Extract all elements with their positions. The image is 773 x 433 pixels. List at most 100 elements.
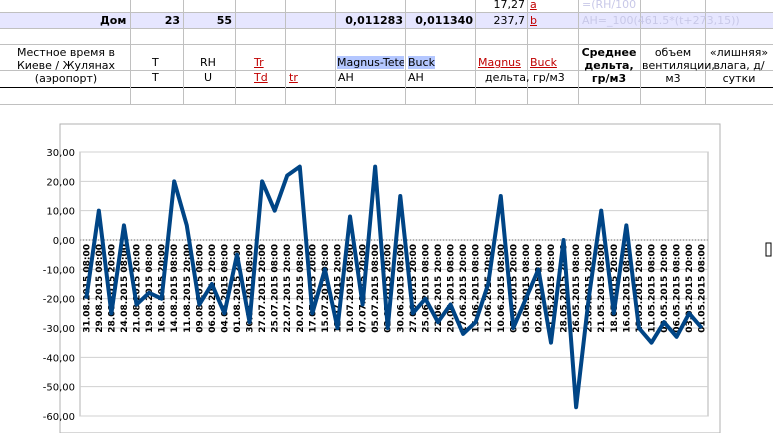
x-tick-label: 22.07.2015 20:00 <box>283 244 293 333</box>
header-cell: Magnus <box>478 56 521 69</box>
x-tick-label: 05.07.2015 08:00 <box>371 244 381 333</box>
x-tick-label: 03.05.2015 20:00 <box>685 244 695 333</box>
x-tick-label: 30.07.2015 08:00 <box>246 244 256 333</box>
x-tick-label: 17.06.2015 20:00 <box>459 244 469 333</box>
y-tick-label: 10,00 <box>46 207 75 218</box>
cell: a <box>530 0 537 11</box>
x-tick-label: 15.06.2015 08:00 <box>472 244 482 333</box>
row-line <box>0 12 773 13</box>
x-tick-label: 04.08.2015 08:00 <box>220 244 230 333</box>
x-tick-label: 14.08.2015 08:00 <box>170 244 180 333</box>
y-tick-label: -40,00 <box>43 353 75 364</box>
header-cell: Buck <box>530 56 557 69</box>
y-tick-label: -20,00 <box>43 295 75 306</box>
x-tick-label: 17.07.2015 20:00 <box>308 244 318 333</box>
x-tick-label: 05.06.2015 08:00 <box>522 244 532 333</box>
header-cell: Tr <box>254 56 264 69</box>
col-line <box>183 0 184 104</box>
row-line <box>0 70 773 71</box>
cell: AH=_100(461.5*(t+273,15)) <box>582 14 740 27</box>
x-tick-label: 26.05.2015 08:00 <box>572 244 582 333</box>
x-tick-label: 27.07.2015 20:00 <box>258 244 268 333</box>
header-cell: Местное время в Киеве / Жулянах (аэропор… <box>16 46 116 85</box>
row-highlight <box>0 12 773 28</box>
x-tick-label: 25.06.2015 08:00 <box>421 244 431 333</box>
col-line <box>130 0 131 104</box>
header-cell: дельта, гр/м3 <box>485 71 565 84</box>
y-tick-label: -50,00 <box>43 383 75 394</box>
x-tick-label: 28.08.2015 20:00 <box>107 244 117 333</box>
x-tick-label: 18.05.2015 20:00 <box>610 244 620 333</box>
header-cell: RH <box>200 56 216 69</box>
header-cell: tr <box>289 71 298 84</box>
header-cell: U <box>204 71 213 84</box>
y-tick-label: 30,00 <box>46 148 75 159</box>
cell: 237,7 <box>493 14 526 27</box>
col-line <box>475 0 476 104</box>
x-tick-label: 29.08.2015 08:00 <box>95 244 105 333</box>
y-tick-label: -30,00 <box>43 324 75 335</box>
col-line <box>527 0 528 104</box>
x-tick-label: 24.08.2015 08:00 <box>120 244 130 333</box>
cell: 0,011283 <box>345 14 403 27</box>
header-cell: AH <box>408 71 424 84</box>
header-cell: Среднее дельта, гр/м3 <box>581 46 637 85</box>
x-tick-label: 02.06.2015 20:00 <box>534 244 544 333</box>
x-tick-label: 06.05.2015 08:00 <box>673 244 683 333</box>
cell: 0,011340 <box>415 14 473 27</box>
x-tick-label: 16.05.2015 08:00 <box>622 244 632 333</box>
cell: 17,27 <box>493 0 526 11</box>
x-tick-label: 20.06.2015 08:00 <box>447 244 457 333</box>
row-line <box>0 104 773 105</box>
y-tick-label: 20,00 <box>46 177 75 188</box>
x-tick-label: 31.05.2015 08:00 <box>547 244 557 333</box>
header-cell: объем вентиляции, м3 <box>642 46 715 85</box>
x-tick-label: 02.07.2015 20:00 <box>384 244 394 333</box>
x-tick-label: 19.08.2015 08:00 <box>145 244 155 333</box>
x-tick-label: 10.06.2015 08:00 <box>497 244 507 333</box>
x-tick-label: 21.08.2015 20:00 <box>133 244 143 333</box>
header-cell: Buck <box>408 56 435 69</box>
header-cell: «лишняя» влага, д/сутки <box>709 46 769 85</box>
cell: 55 <box>216 14 232 27</box>
header-cell: T <box>152 71 159 84</box>
header-cell: T <box>152 56 159 69</box>
header-cell: AH <box>338 71 354 84</box>
header-cell: Td <box>254 71 268 84</box>
x-tick-label: 11.08.2015 20:00 <box>183 244 193 333</box>
x-tick-label: 11.05.2015 08:00 <box>647 244 657 333</box>
x-tick-label: 25.07.2015 08:00 <box>271 244 281 333</box>
col-line <box>285 0 286 104</box>
x-tick-label: 08.05.2015 20:00 <box>660 244 670 333</box>
row-line <box>0 28 773 29</box>
cursor-handle <box>765 242 772 257</box>
x-tick-label: 07.06.2015 20:00 <box>509 244 519 333</box>
x-tick-label: 30.06.2015 08:00 <box>396 244 406 333</box>
col-line <box>235 0 236 104</box>
x-tick-label: 28.05.2015 20:00 <box>560 244 570 333</box>
x-tick-label: 01.05.2015 08:00 <box>698 244 708 333</box>
x-tick-label: 21.05.2015 08:00 <box>597 244 607 333</box>
cell: b <box>530 14 537 27</box>
x-tick-label: 13.05.2015 20:00 <box>635 244 645 333</box>
y-tick-label: 0,00 <box>53 236 75 247</box>
x-tick-label: 20.07.2015 08:00 <box>296 244 306 333</box>
row-line <box>0 87 773 88</box>
x-tick-label: 12.07.2015 20:00 <box>333 244 343 333</box>
x-tick-label: 01.08.2015 20:00 <box>233 244 243 333</box>
col-line <box>640 0 641 104</box>
row-line <box>0 44 773 45</box>
x-tick-label: 27.06.2015 20:00 <box>409 244 419 333</box>
x-tick-label: 15.07.2015 08:00 <box>321 244 331 333</box>
col-line <box>405 0 406 104</box>
data-line <box>84 164 704 410</box>
y-tick-label: -60,00 <box>43 412 75 423</box>
col-line <box>578 0 579 104</box>
cell: Дом <box>100 14 127 27</box>
col-line <box>335 0 336 104</box>
x-tick-label: 09.08.2015 08:00 <box>195 244 205 333</box>
x-tick-label: 22.06.2015 20:00 <box>434 244 444 333</box>
x-tick-label: 10.07.2015 08:00 <box>346 244 356 333</box>
